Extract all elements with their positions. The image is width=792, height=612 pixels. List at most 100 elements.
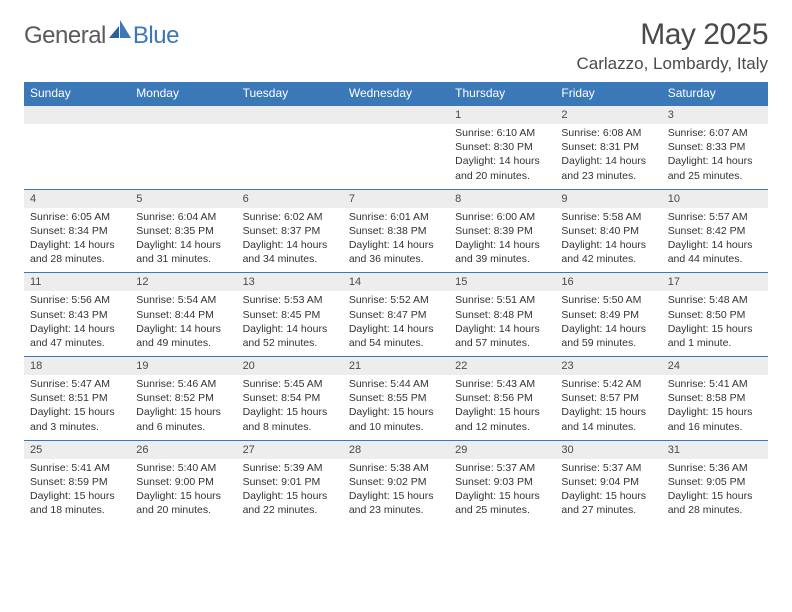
day-number: 5 [130,190,236,208]
day-cell: Sunrise: 6:02 AMSunset: 8:37 PMDaylight:… [237,208,343,273]
day-daylight2: and 34 minutes. [243,252,337,266]
daynum-row: 25262728293031 [24,440,768,459]
day-sunset: Sunset: 8:48 PM [455,308,549,322]
day-sunrise: Sunrise: 5:39 AM [243,461,337,475]
day-sunrise: Sunrise: 5:38 AM [349,461,443,475]
day-cell [130,124,236,189]
day-number: 2 [555,106,661,124]
day-number: 7 [343,190,449,208]
day-daylight1: Daylight: 14 hours [561,154,655,168]
day-daylight2: and 1 minute. [668,336,762,350]
day-sunrise: Sunrise: 5:56 AM [30,293,124,307]
day-sunset: Sunset: 8:51 PM [30,391,124,405]
day-sunset: Sunset: 8:34 PM [30,224,124,238]
day-daylight1: Daylight: 14 hours [455,238,549,252]
day-daylight2: and 44 minutes. [668,252,762,266]
day-daylight1: Daylight: 15 hours [136,489,230,503]
day-number: 23 [555,357,661,375]
day-daylight1: Daylight: 14 hours [668,154,762,168]
day-sunset: Sunset: 8:43 PM [30,308,124,322]
day-number: 9 [555,190,661,208]
day-cell: Sunrise: 5:44 AMSunset: 8:55 PMDaylight:… [343,375,449,440]
day-sunrise: Sunrise: 5:50 AM [561,293,655,307]
day-daylight2: and 10 minutes. [349,420,443,434]
day-sunrise: Sunrise: 5:46 AM [136,377,230,391]
brand-part1: General [24,22,106,50]
day-sunset: Sunset: 8:37 PM [243,224,337,238]
day-daylight1: Daylight: 14 hours [30,238,124,252]
day-daylight1: Daylight: 14 hours [561,238,655,252]
day-daylight2: and 54 minutes. [349,336,443,350]
day-number: 19 [130,357,236,375]
day-daylight1: Daylight: 15 hours [668,405,762,419]
day-number: 15 [449,273,555,291]
day-sunset: Sunset: 8:58 PM [668,391,762,405]
day-daylight1: Daylight: 14 hours [349,322,443,336]
day-sunset: Sunset: 9:04 PM [561,475,655,489]
day-number: 31 [662,441,768,459]
day-cell: Sunrise: 5:36 AMSunset: 9:05 PMDaylight:… [662,459,768,524]
day-number: 10 [662,190,768,208]
day-daylight1: Daylight: 15 hours [561,489,655,503]
day-sunrise: Sunrise: 5:54 AM [136,293,230,307]
daydata-row: Sunrise: 6:10 AMSunset: 8:30 PM Daylight:… [24,124,768,189]
day-cell: Sunrise: 5:41 AMSunset: 8:59 PMDaylight:… [24,459,130,524]
brand-logo: General Blue [24,22,179,50]
day-cell: Sunrise: 5:37 AMSunset: 9:03 PMDaylight:… [449,459,555,524]
day-cell: Sunrise: 5:52 AMSunset: 8:47 PMDaylight:… [343,291,449,356]
day-daylight1: Daylight: 15 hours [30,405,124,419]
day-daylight2: and 25 minutes. [455,503,549,517]
day-daylight2: and 47 minutes. [30,336,124,350]
day-sunset: Sunset: 8:30 PM [455,140,549,154]
day-daylight2: and 36 minutes. [349,252,443,266]
day-daylight2: and 25 minutes. [668,169,762,183]
day-daylight2: and 20 minutes. [455,169,549,183]
day-daylight1: Daylight: 15 hours [455,489,549,503]
daydata-row: Sunrise: 6:05 AMSunset: 8:34 PMDaylight:… [24,208,768,273]
day-daylight2: and 14 minutes. [561,420,655,434]
day-number: 29 [449,441,555,459]
day-sunrise: Sunrise: 5:42 AM [561,377,655,391]
day-sunrise: Sunrise: 5:47 AM [30,377,124,391]
day-sunset: Sunset: 9:03 PM [455,475,549,489]
daydata-row: Sunrise: 5:47 AMSunset: 8:51 PMDaylight:… [24,375,768,440]
day-sunrise: Sunrise: 6:10 AM [455,126,549,140]
weeks-container: 123Sunrise: 6:10 AMSunset: 8:30 PMDaylig… [24,105,768,523]
day-sunrise: Sunrise: 6:00 AM [455,210,549,224]
day-cell: Sunrise: 5:48 AMSunset: 8:50 PMDaylight:… [662,291,768,356]
day-number [343,106,449,124]
day-sunset: Sunset: 9:00 PM [136,475,230,489]
day-cell: Sunrise: 5:39 AMSunset: 9:01 PMDaylight:… [237,459,343,524]
day-daylight2: and 18 minutes. [30,503,124,517]
day-number: 24 [662,357,768,375]
day-number: 8 [449,190,555,208]
day-number: 14 [343,273,449,291]
day-sunrise: Sunrise: 5:41 AM [30,461,124,475]
day-daylight2: and 16 minutes. [668,420,762,434]
daynum-row: 11121314151617 [24,272,768,291]
day-cell: Sunrise: 6:08 AMSunset: 8:31 PMDaylight:… [555,124,661,189]
day-cell: Sunrise: 6:07 AMSunset: 8:33 PMDaylight:… [662,124,768,189]
day-number: 30 [555,441,661,459]
day-cell: Sunrise: 5:45 AMSunset: 8:54 PMDaylight:… [237,375,343,440]
day-daylight1: Daylight: 15 hours [349,489,443,503]
day-daylight1: Daylight: 14 hours [349,238,443,252]
day-number: 4 [24,190,130,208]
day-number: 27 [237,441,343,459]
day-daylight2: and 28 minutes. [668,503,762,517]
day-number [237,106,343,124]
day-sunset: Sunset: 8:56 PM [455,391,549,405]
day-number: 28 [343,441,449,459]
day-cell: Sunrise: 5:57 AMSunset: 8:42 PMDaylight:… [662,208,768,273]
day-sunset: Sunset: 8:40 PM [561,224,655,238]
day-daylight2: and 31 minutes. [136,252,230,266]
month-title: May 2025 [577,18,768,52]
brand-sail-icon [109,20,131,45]
day-number: 12 [130,273,236,291]
day-daylight2: and 28 minutes. [30,252,124,266]
day-number: 13 [237,273,343,291]
weekday-header-row: Sunday Monday Tuesday Wednesday Thursday… [24,82,768,105]
day-cell: Sunrise: 5:47 AMSunset: 8:51 PMDaylight:… [24,375,130,440]
day-sunset: Sunset: 8:45 PM [243,308,337,322]
day-daylight2: and 12 minutes. [455,420,549,434]
